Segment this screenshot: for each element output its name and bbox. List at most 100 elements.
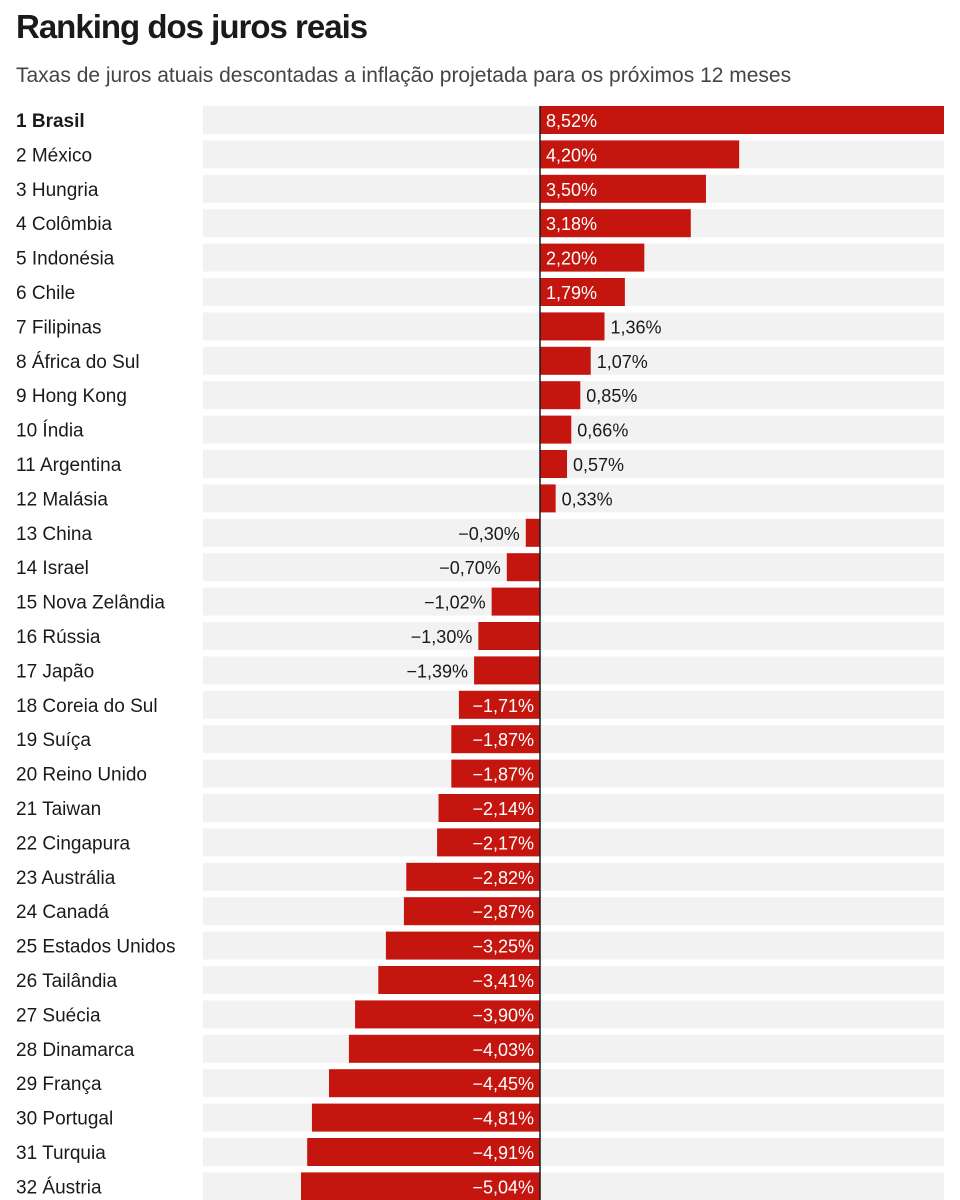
row-background [203, 931, 944, 960]
bar [403, 897, 540, 926]
category-label: 26 Tailândia [16, 971, 118, 992]
bar [307, 1138, 540, 1166]
category-label: 17 Japão [16, 661, 94, 682]
value-label: −2,14% [472, 799, 534, 819]
row-background [203, 725, 944, 754]
row-background [203, 1069, 944, 1098]
bar [540, 346, 591, 375]
bar [328, 1069, 540, 1098]
category-label: 15 Nova Zelândia [16, 593, 165, 614]
bar [385, 931, 540, 960]
bar [406, 862, 540, 891]
category-label: 23 Austrália [16, 868, 116, 889]
value-label: −5,04% [472, 1177, 534, 1197]
row-background [203, 966, 944, 994]
value-label: 1,36% [610, 317, 661, 337]
bar [355, 1000, 540, 1029]
bar [540, 450, 568, 478]
category-label: 8 África do Sul [16, 352, 140, 373]
value-label: −1,30% [411, 627, 473, 647]
category-label: 11 Argentina [16, 455, 122, 476]
bar [451, 759, 540, 788]
chart-subtitle: Taxas de juros atuais descontadas a infl… [16, 64, 792, 87]
value-label: −1,87% [472, 730, 534, 750]
category-label: 21 Taiwan [16, 799, 101, 820]
bar [540, 312, 605, 341]
category-label: 6 Chile [16, 283, 75, 304]
row-background [203, 794, 944, 822]
value-label: 2,20% [546, 249, 597, 269]
bar [491, 587, 540, 616]
category-label: 4 Colômbia [16, 214, 113, 235]
row-background [203, 1034, 944, 1063]
category-label: 3 Hungria [16, 180, 99, 201]
value-label: −1,71% [472, 696, 534, 716]
row-background [203, 828, 944, 857]
value-label: 1,07% [597, 352, 648, 372]
category-label: 9 Hong Kong [16, 386, 127, 407]
category-label: 7 Filipinas [16, 317, 102, 338]
category-label: 14 Israel [16, 558, 89, 579]
bar [474, 656, 540, 685]
bar [540, 415, 572, 444]
value-label: 4,20% [546, 145, 597, 165]
row-background [203, 759, 944, 788]
value-label: −4,45% [472, 1074, 534, 1094]
category-label: 31 Turquia [16, 1143, 106, 1164]
category-label: 30 Portugal [16, 1109, 113, 1130]
row-background [203, 656, 944, 685]
value-label: −3,25% [472, 937, 534, 957]
bar [478, 622, 540, 650]
value-label: 3,18% [546, 214, 597, 234]
category-label: 27 Suécia [16, 1005, 101, 1026]
row-background [203, 1000, 944, 1029]
value-label: −0,70% [439, 558, 501, 578]
category-label: 22 Cingapura [16, 833, 131, 854]
chart-title: Ranking dos juros reais [16, 8, 368, 45]
bar [525, 518, 540, 547]
bar [438, 794, 540, 822]
category-label: 19 Suíça [16, 730, 91, 751]
category-label: 10 Índia [16, 421, 84, 442]
bar [540, 140, 740, 169]
bar [540, 381, 581, 410]
category-label: 18 Coreia do Sul [16, 696, 158, 717]
category-label: 20 Reino Unido [16, 765, 147, 786]
category-label: 28 Dinamarca [16, 1040, 135, 1061]
bar [451, 725, 540, 754]
row-background [203, 622, 944, 650]
bar [311, 1103, 540, 1132]
value-label: −2,87% [472, 902, 534, 922]
category-label: 2 México [16, 145, 92, 166]
category-label: 12 Malásia [16, 489, 108, 510]
value-label: 0,33% [562, 489, 613, 509]
value-label: 0,57% [573, 455, 624, 475]
category-label: 13 China [16, 524, 92, 545]
value-label: 1,79% [546, 283, 597, 303]
bar [378, 966, 540, 994]
value-label: −1,87% [472, 765, 534, 785]
value-label: −4,91% [472, 1143, 534, 1163]
bar [348, 1034, 540, 1063]
value-label: −3,90% [472, 1005, 534, 1025]
bar [540, 484, 556, 513]
row-background [203, 587, 944, 616]
bar [506, 553, 540, 582]
value-label: 0,85% [586, 386, 637, 406]
value-label: −2,82% [472, 868, 534, 888]
bar [437, 828, 540, 857]
bar [540, 278, 625, 306]
row-background [203, 484, 944, 513]
row-background [203, 897, 944, 926]
value-label: −3,41% [472, 971, 534, 991]
row-background [203, 553, 944, 582]
bar [301, 1172, 540, 1200]
category-label: 24 Canadá [16, 902, 109, 923]
row-background [203, 690, 944, 719]
bar [540, 174, 706, 203]
category-label: 32 Áustria [16, 1177, 102, 1198]
value-label: 3,50% [546, 180, 597, 200]
category-label: 5 Indonésia [16, 249, 115, 270]
bar [540, 106, 944, 134]
